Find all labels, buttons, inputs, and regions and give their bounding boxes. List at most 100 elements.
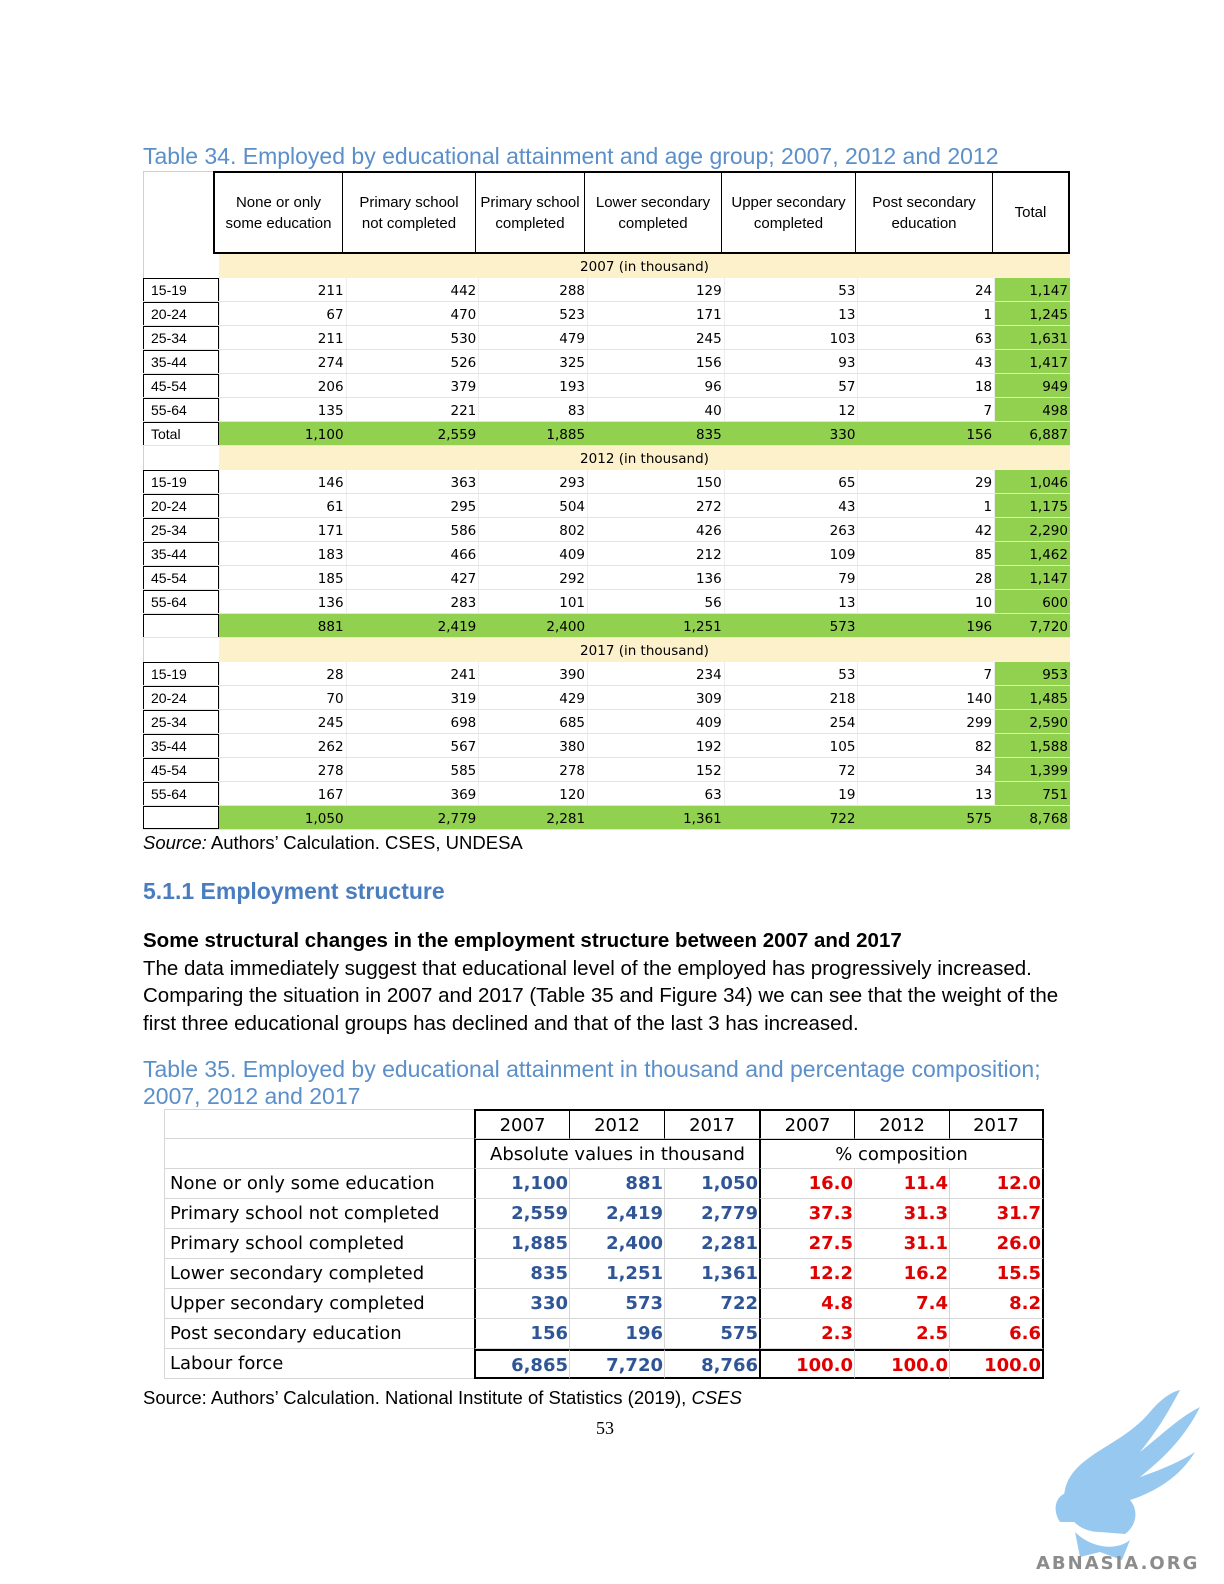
section-heading: 5.1.1 Employment structure [143,878,445,904]
table-row: 55-64 136 283 101 56 13 10 600 [143,590,1070,614]
column-header: Primary school not completed [342,173,475,252]
table-cell: 211 [218,278,346,301]
age-group-label: 15-19 [143,470,219,493]
age-group-label: 25-34 [143,326,219,349]
table-cell: 13 [723,590,858,613]
absolute-value-cell: 2,559 [474,1199,569,1229]
absolute-value-cell: 6,865 [474,1349,569,1379]
table-cell: 167 [218,782,346,805]
table-cell: 34 [857,758,994,781]
row-total-cell: 600 [994,590,1070,613]
column-header: Post secondary education [855,173,992,252]
absolute-value-cell: 1,361 [664,1259,759,1289]
empty-header-cell [164,1139,474,1169]
absolute-value-cell: 722 [664,1289,759,1319]
percent-cell: 12.0 [949,1169,1044,1199]
age-group-label: 45-54 [143,374,219,397]
age-group-label: 35-44 [143,542,219,565]
table-cell: 363 [345,470,479,493]
age-group-label: 15-19 [143,278,219,301]
percent-cell: 31.1 [854,1229,949,1259]
table-cell: 254 [723,710,858,733]
table-cell: 262 [218,734,346,757]
total-row: 881 2,419 2,400 1,251 573 196 7,720 [143,614,1070,638]
table-cell: 292 [478,566,587,589]
table-cell: 79 [723,566,858,589]
period-band: 2017 (in thousand) [143,638,1070,662]
table-cell: 325 [478,350,587,373]
table-cell: 109 [723,542,858,565]
row-total-cell: 949 [994,374,1070,397]
table-cell: 72 [723,758,858,781]
table-cell: 526 [345,350,479,373]
labour-force-row: Labour force 6,865 7,720 8,766 100.0 100.0 100… [164,1349,1048,1379]
table-row: 35-44 262 567 380 192 105 82 1,588 [143,734,1070,758]
table-row: 15-19 146 363 293 150 65 29 1,046 [143,470,1070,494]
total-cell: 330 [723,422,858,445]
griffin-logo-icon [1055,1390,1200,1560]
absolute-value-cell: 575 [664,1319,759,1349]
total-cell: 1,251 [587,614,724,637]
table-row: 25-34 171 586 802 426 263 42 2,290 [143,518,1070,542]
table-cell: 585 [345,758,479,781]
age-group-label: 35-44 [143,350,219,373]
table-row: Upper secondary completed 330 573 722 4.8 7.4… [164,1289,1048,1319]
table-cell: 241 [345,662,479,685]
table-cell: 193 [478,374,587,397]
group-header-row: Absolute values in thousand % compositio… [164,1139,1048,1169]
source-text: Source: Authors’ Calculation. National I… [143,1387,692,1408]
absolute-value-cell: 1,885 [474,1229,569,1259]
table-cell: 43 [857,350,994,373]
table-row: 20-24 61 295 504 272 43 1 1,175 [143,494,1070,518]
percent-cell: 100.0 [949,1349,1044,1379]
table-cell: 82 [857,734,994,757]
table-cell: 101 [478,590,587,613]
table-cell: 530 [345,326,479,349]
total-cell: 881 [218,614,346,637]
year-header: 2007 [474,1109,569,1139]
table-cell: 13 [723,302,858,325]
total-cell: 835 [587,422,724,445]
table-cell: 40 [587,398,724,421]
period-spacer [143,638,219,662]
table-cell: 390 [478,662,587,685]
column-header: Total [992,173,1068,252]
table-35-caption: Table 35. Employed by educational attain… [143,1056,1041,1109]
total-cell: 2,400 [478,614,588,637]
column-header: Upper secondary completed [721,173,855,252]
table-cell: 466 [345,542,479,565]
table-cell: 212 [587,542,724,565]
period-band: 2007 (in thousand) [143,254,1070,278]
table-row: Lower secondary completed 835 1,251 1,361 12… [164,1259,1048,1289]
age-group-label: 20-24 [143,302,219,325]
table-cell: 183 [218,542,346,565]
table-row: 45-54 206 379 193 96 57 18 949 [143,374,1070,398]
header-corner [143,171,213,254]
table-row: Primary school not completed 2,559 2,419 2,… [164,1199,1048,1229]
table-cell: 83 [478,398,587,421]
table-cell: 206 [218,374,346,397]
table-cell: 1 [857,494,994,517]
table-cell: 103 [723,326,858,349]
row-total-cell: 2,590 [994,710,1070,733]
table-row: 20-24 70 319 429 309 218 140 1,485 [143,686,1070,710]
total-cell: 722 [723,806,858,829]
total-cell: 2,281 [478,806,588,829]
absolute-value-cell: 156 [474,1319,569,1349]
table-35-body: None or only some education 1,100 881 1,050… [164,1169,1048,1379]
total-cell: 8,768 [994,806,1070,829]
table-cell: 221 [345,398,479,421]
table-34: None or only some education Primary scho… [143,171,1070,830]
table-cell: 136 [218,590,346,613]
total-cell: 573 [723,614,858,637]
percent-cell: 27.5 [759,1229,854,1259]
table-cell: 427 [345,566,479,589]
absolute-value-cell: 8,766 [664,1349,759,1379]
table-cell: 42 [857,518,994,541]
table-34-body: 2007 (in thousand) 15-19 211 442 288 129 53 24 1… [143,254,1070,830]
total-cell: 1,050 [218,806,346,829]
group-header-composition: % composition [759,1139,1044,1169]
table-cell: 272 [587,494,724,517]
table-cell: 369 [345,782,479,805]
absolute-value-cell: 1,100 [474,1169,569,1199]
